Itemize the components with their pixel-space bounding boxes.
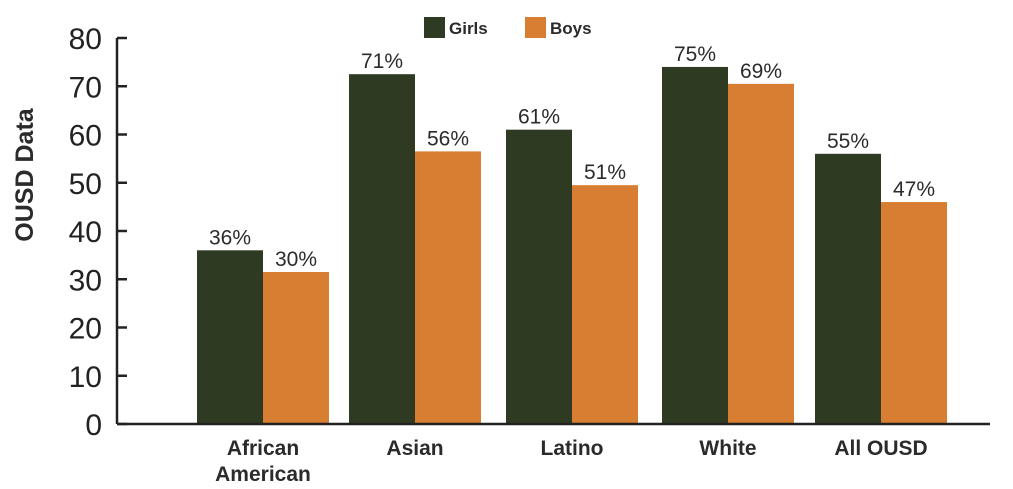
legend: Girls Boys bbox=[424, 17, 592, 38]
data-label-boys-1: 56% bbox=[427, 127, 469, 150]
bar-girls-1 bbox=[349, 74, 415, 424]
y-tick-label: 60 bbox=[69, 120, 102, 153]
data-label-girls-1: 71% bbox=[361, 50, 403, 73]
bar-girls-2 bbox=[506, 129, 572, 425]
y-tick-label: 20 bbox=[69, 313, 102, 346]
y-tick-label: 40 bbox=[69, 216, 102, 249]
legend-swatch-boys bbox=[525, 17, 546, 38]
data-label-girls-4: 55% bbox=[827, 130, 869, 153]
y-tick-label: 10 bbox=[69, 361, 102, 394]
x-category-label: White bbox=[699, 437, 756, 460]
y-tick-label: 50 bbox=[69, 168, 102, 201]
legend-label-boys: Boys bbox=[550, 19, 592, 38]
bar-girls-4 bbox=[815, 153, 881, 425]
x-category-label: All OUSD bbox=[834, 437, 927, 460]
x-axis: African American Asian Latino White All OUSD bbox=[117, 422, 990, 486]
x-category-label: Asian bbox=[386, 437, 443, 460]
y-tick-label: 70 bbox=[69, 71, 102, 104]
y-axis: 0 10 20 30 40 50 60 70 80 bbox=[69, 23, 127, 442]
bar-boys-3 bbox=[728, 83, 794, 425]
bar-girls-3 bbox=[662, 66, 728, 424]
data-label-boys-4: 47% bbox=[893, 178, 935, 201]
data-labels: 36% 71% 61% 75% 55% 30% 56% 51% 69% 47% bbox=[209, 43, 935, 271]
data-label-girls-0: 36% bbox=[209, 226, 251, 249]
bars bbox=[197, 66, 947, 425]
bar-boys-1 bbox=[415, 151, 481, 424]
legend-label-girls: Girls bbox=[449, 19, 488, 38]
data-label-boys-0: 30% bbox=[275, 248, 317, 271]
data-label-boys-2: 51% bbox=[584, 161, 626, 184]
y-tick-label: 0 bbox=[85, 409, 102, 442]
x-category-label: African American bbox=[215, 437, 311, 486]
legend-swatch-girls bbox=[424, 17, 445, 38]
y-axis-title: OUSD Data bbox=[11, 107, 39, 241]
y-tick-label: 30 bbox=[69, 264, 102, 297]
bar-boys-2 bbox=[572, 185, 638, 424]
x-category-label: Latino bbox=[541, 437, 604, 460]
data-label-girls-3: 75% bbox=[674, 43, 716, 66]
y-tick-label: 80 bbox=[69, 23, 102, 56]
data-label-boys-3: 69% bbox=[740, 60, 782, 83]
bar-boys-0 bbox=[263, 272, 329, 424]
bar-boys-4 bbox=[881, 202, 947, 424]
bar-girls-0 bbox=[197, 250, 263, 424]
data-label-girls-2: 61% bbox=[518, 106, 560, 129]
